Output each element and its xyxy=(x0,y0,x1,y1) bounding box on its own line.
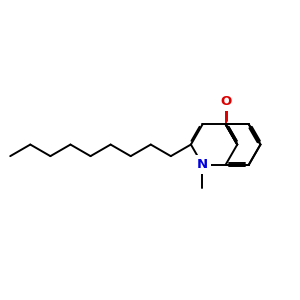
Text: O: O xyxy=(220,95,231,108)
Text: N: N xyxy=(197,158,208,171)
